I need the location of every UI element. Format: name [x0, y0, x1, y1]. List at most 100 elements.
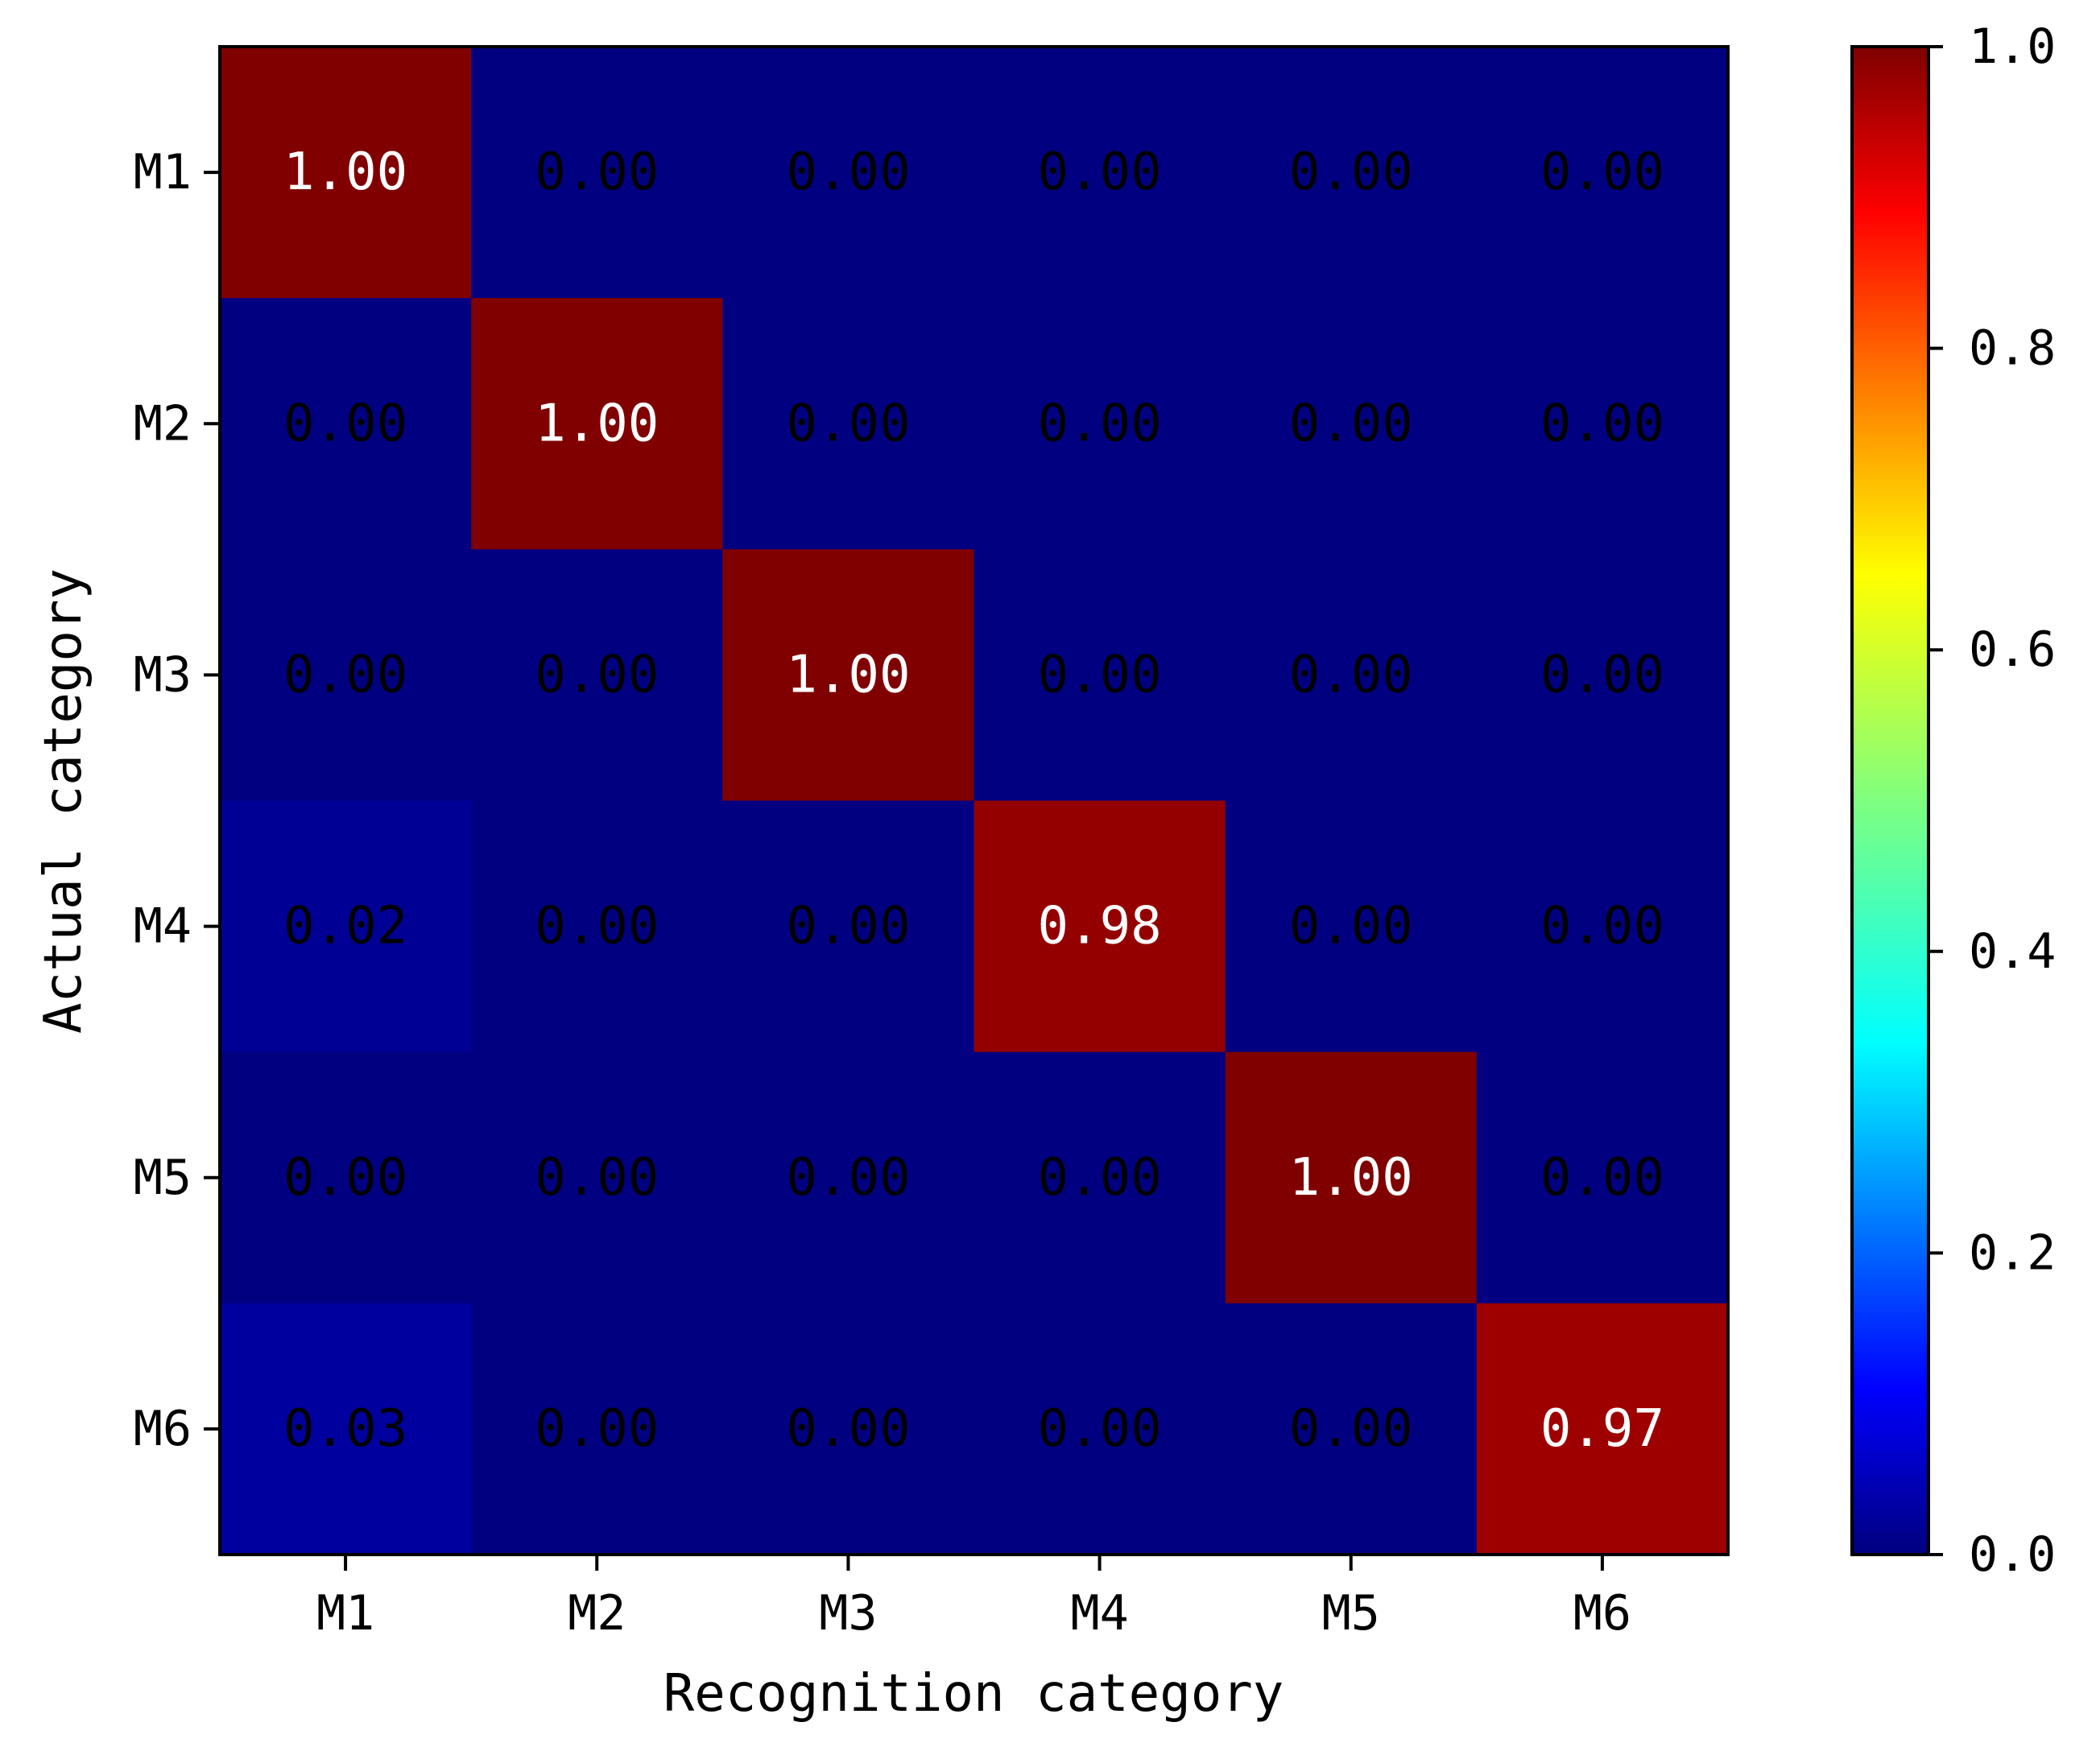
cell-label-M5-M3: 0.00: [786, 1148, 910, 1208]
cell-label-M1-M3: 0.00: [786, 142, 910, 202]
x-tick-label-M2: M2: [568, 1585, 626, 1642]
cell-label-M2-M4: 0.00: [1038, 394, 1162, 453]
colorbar: 0.0 0.2 0.4 0.6 0.8 1.0: [1850, 19, 2056, 1583]
cell-label-M4-M2: 0.00: [535, 897, 659, 956]
cell-annotations: 1.00 0.00 0.00 0.00 0.00 0.00 0.00 1.00 0.00 0.00…: [283, 142, 1664, 1459]
cell-label-M1-M4: 0.00: [1038, 142, 1162, 202]
heatmap-cell-M6-M3: [722, 1303, 974, 1555]
y-tick-label-M6: M6: [134, 1401, 192, 1457]
cell-label-M6-M5: 0.00: [1289, 1399, 1413, 1459]
heatmap-cell-M2-M4: [974, 298, 1226, 550]
heatmap-cell-M6-M6: [1476, 1303, 1729, 1555]
cell-label-M6-M4: 0.00: [1038, 1399, 1162, 1459]
cell-label-M3-M4: 0.00: [1038, 645, 1162, 704]
cell-label-M3-M3: 1.00: [786, 645, 910, 704]
cell-label-M5-M5: 1.00: [1289, 1148, 1413, 1208]
heatmap-cells: [220, 47, 1729, 1555]
x-tick-label-M6: M6: [1573, 1585, 1631, 1642]
colorbar-tick-label-0.6: 0.6: [1969, 622, 2056, 678]
cell-label-M3-M2: 0.00: [535, 645, 659, 704]
y-tick-label-M1: M1: [134, 144, 192, 200]
heatmap-cell-M6-M4: [974, 1303, 1226, 1555]
cell-label-M5-M4: 0.00: [1038, 1148, 1162, 1208]
cell-label-M4-M3: 0.00: [786, 897, 910, 956]
y-axis: M1 M2 M3 M4 M5 M6: [134, 144, 220, 1457]
heatmap-cell-M5-M6: [1476, 1051, 1729, 1304]
heatmap-cell-M1-M3: [722, 47, 974, 299]
heatmap-cell-M5-M4: [974, 1051, 1226, 1304]
cell-label-M3-M6: 0.00: [1540, 645, 1664, 704]
colorbar-ticks: 0.0 0.2 0.4 0.6 0.8 1.0: [1928, 19, 2056, 1583]
cell-label-M6-M1: 0.03: [283, 1399, 407, 1459]
heatmap-cell-M4-M3: [722, 800, 974, 1053]
cell-label-M1-M1: 1.00: [283, 142, 407, 202]
x-tick-label-M1: M1: [316, 1585, 374, 1642]
cell-label-M3-M1: 0.00: [283, 645, 407, 704]
cell-label-M2-M1: 0.00: [283, 394, 407, 453]
colorbar-tick-label-1.0: 1.0: [1969, 19, 2056, 75]
heatmap-cell-M4-M6: [1476, 800, 1729, 1053]
cell-label-M4-M1: 0.02: [283, 897, 407, 956]
heatmap-cell-M4-M1: [220, 800, 472, 1053]
heatmap-cell-M5-M1: [220, 1051, 472, 1304]
heatmap-cell-M2-M3: [722, 298, 974, 550]
heatmap-cell-M3-M4: [974, 549, 1226, 801]
y-tick-label-M5: M5: [134, 1150, 192, 1206]
cell-label-M2-M5: 0.00: [1289, 394, 1413, 453]
cell-label-M2-M6: 0.00: [1540, 394, 1664, 453]
heatmap-cell-M5-M3: [722, 1051, 974, 1304]
heatmap-cell-M4-M5: [1225, 800, 1478, 1053]
cell-label-M5-M6: 0.00: [1540, 1148, 1664, 1208]
heatmap-cell-M3-M5: [1225, 549, 1478, 801]
colorbar-tick-label-0.4: 0.4: [1969, 923, 2056, 980]
heatmap-cell-M4-M2: [471, 800, 723, 1053]
heatmap-cell-M4-M4: [974, 800, 1226, 1053]
heatmap-cell-M1-M5: [1225, 47, 1478, 299]
x-tick-label-M4: M4: [1070, 1585, 1128, 1642]
heatmap-cell-M5-M2: [471, 1051, 723, 1304]
cell-label-M3-M5: 0.00: [1289, 645, 1413, 704]
colorbar-tick-label-0.8: 0.8: [1969, 320, 2056, 377]
colorbar-gradient: [1850, 45, 1930, 1556]
colorbar-tick-label-0.2: 0.2: [1969, 1225, 2056, 1281]
cell-label-M5-M2: 0.00: [535, 1148, 659, 1208]
cell-label-M2-M2: 1.00: [535, 394, 659, 453]
y-tick-label-M2: M2: [134, 395, 192, 452]
cell-label-M5-M1: 0.00: [283, 1148, 407, 1208]
cell-label-M2-M3: 0.00: [786, 394, 910, 453]
heatmap-cell-M2-M1: [220, 298, 472, 550]
cell-label-M1-M5: 0.00: [1289, 142, 1413, 202]
heatmap-cell-M1-M2: [471, 47, 723, 299]
cell-label-M1-M2: 0.00: [535, 142, 659, 202]
heatmap-cell-M2-M2: [471, 298, 723, 550]
cell-label-M4-M6: 0.00: [1540, 897, 1664, 956]
heatmap-cell-M3-M3: [722, 549, 974, 801]
cell-label-M4-M5: 0.00: [1289, 897, 1413, 956]
x-axis-label: Recognition category: [663, 1664, 1284, 1724]
cell-label-M6-M3: 0.00: [786, 1399, 910, 1459]
heatmap-cell-M6-M2: [471, 1303, 723, 1555]
heatmap-cell-M1-M1: [220, 47, 472, 299]
heatmap-cell-M5-M5: [1225, 1051, 1478, 1304]
heatmap-cell-M2-M5: [1225, 298, 1478, 550]
colorbar-tick-label-0.0: 0.0: [1969, 1526, 2056, 1583]
y-tick-label-M3: M3: [134, 646, 192, 703]
cell-label-M6-M2: 0.00: [535, 1399, 659, 1459]
x-axis: M1 M2 M3 M4 M5 M6: [316, 1555, 1631, 1642]
x-tick-label-M3: M3: [819, 1585, 877, 1642]
heatmap-cell-M3-M2: [471, 549, 723, 801]
plot-frame: [218, 45, 1730, 1556]
y-axis-label: Actual category: [34, 568, 93, 1034]
heatmap-cell-M3-M6: [1476, 549, 1729, 801]
x-tick-label-M5: M5: [1322, 1585, 1380, 1642]
heatmap-cell-M6-M5: [1225, 1303, 1478, 1555]
heatmap-cell-M1-M4: [974, 47, 1226, 299]
heatmap-cell-M1-M6: [1476, 47, 1729, 299]
heatmap-cell-M2-M6: [1476, 298, 1729, 550]
cell-label-M4-M4: 0.98: [1038, 897, 1162, 956]
cell-label-M1-M6: 0.00: [1540, 142, 1664, 202]
y-tick-label-M4: M4: [134, 898, 192, 955]
cell-label-M6-M6: 0.97: [1540, 1399, 1664, 1459]
